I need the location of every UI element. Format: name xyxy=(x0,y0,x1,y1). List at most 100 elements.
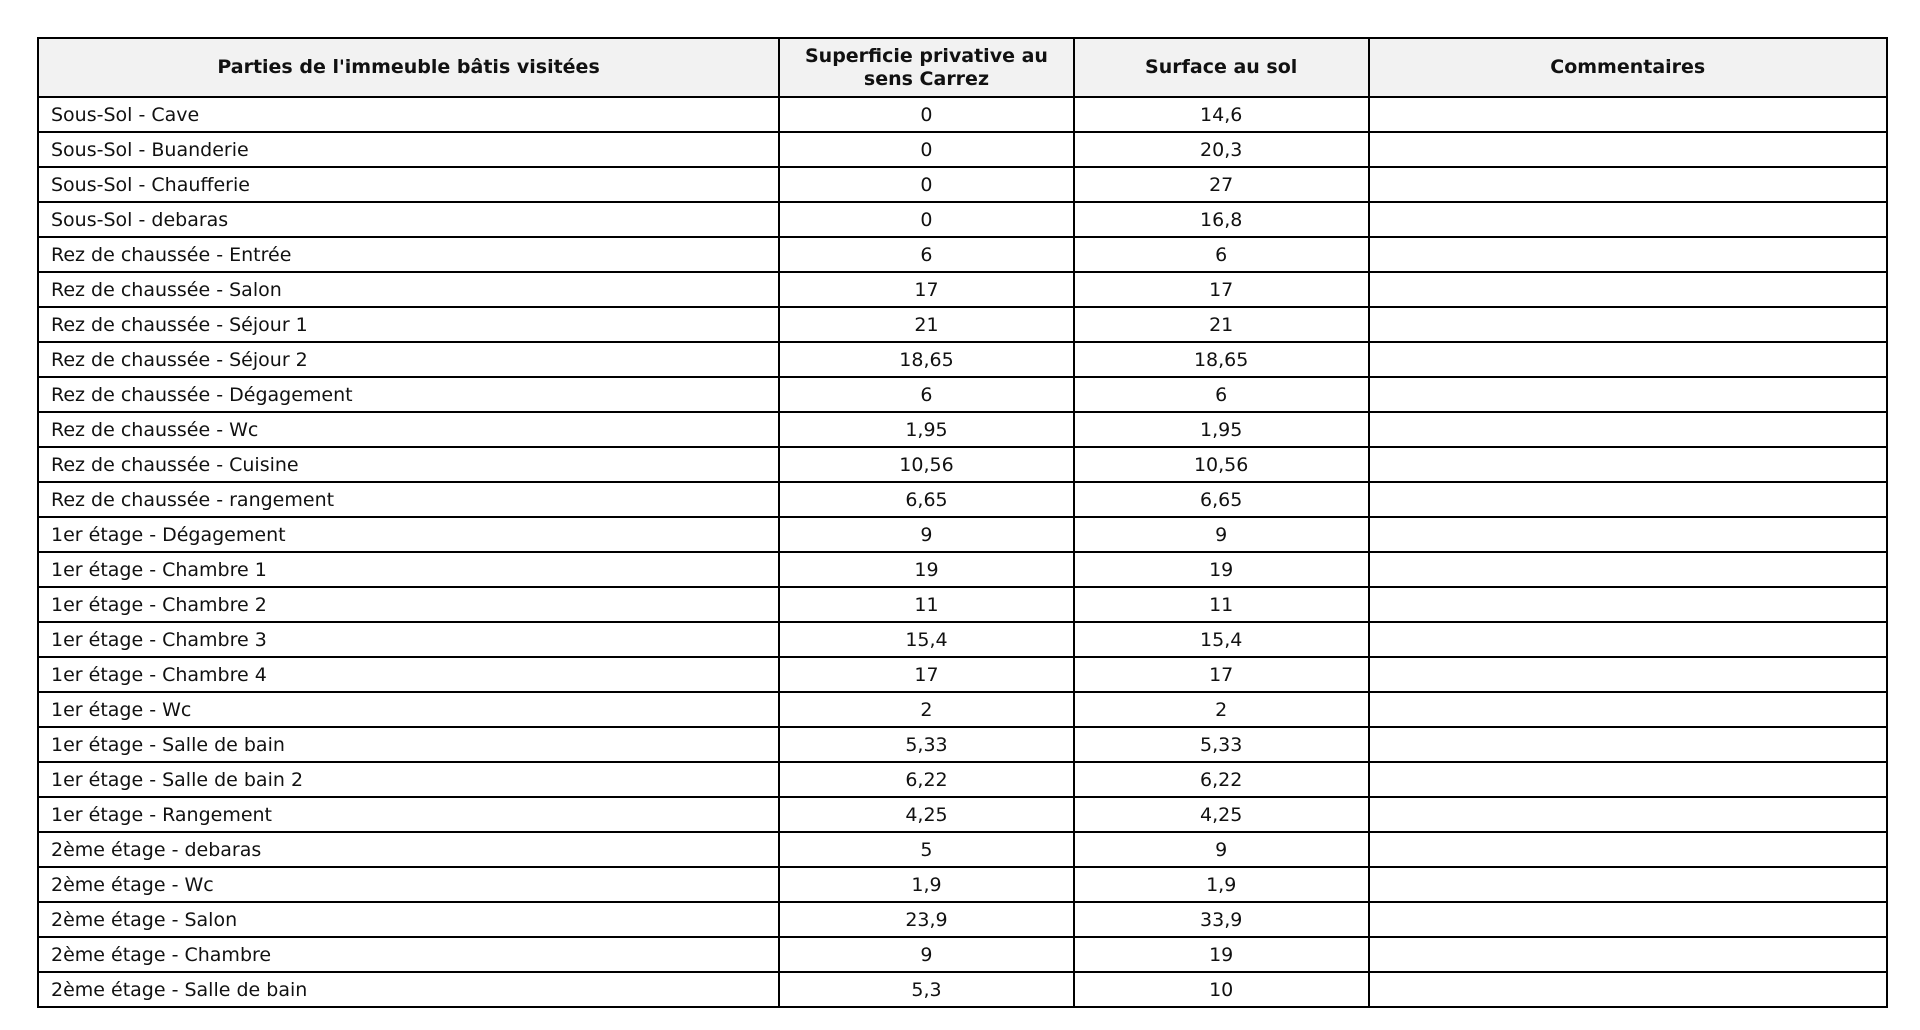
cell-surface-sol: 1,95 xyxy=(1072,411,1370,448)
cell-superficie-carrez: 6,22 xyxy=(778,761,1075,798)
table-row: Rez de chaussée - Cuisine 10,56 10,56 xyxy=(36,446,1889,483)
cell-surface-sol: 16,8 xyxy=(1072,201,1370,238)
cell-partie: 2ème étage - Wc xyxy=(36,866,781,903)
table-row: 1er étage - Rangement 4,25 4,25 xyxy=(36,796,1889,833)
cell-commentaire xyxy=(1367,271,1889,308)
cell-surface-sol: 21 xyxy=(1072,306,1370,343)
cell-commentaire xyxy=(1367,446,1889,483)
table-row: Rez de chaussée - Séjour 1 21 21 xyxy=(36,306,1889,343)
cell-surface-sol: 11 xyxy=(1072,586,1370,623)
cell-partie: 2ème étage - Chambre xyxy=(36,936,781,973)
cell-partie: 1er étage - Chambre 3 xyxy=(36,621,781,658)
cell-commentaire xyxy=(1367,761,1889,798)
cell-superficie-carrez: 1,95 xyxy=(778,411,1075,448)
cell-partie: Sous-Sol - debaras xyxy=(36,201,781,238)
cell-surface-sol: 6 xyxy=(1072,236,1370,273)
surface-table: Parties de l'immeuble bâtis visitées Sup… xyxy=(36,37,1889,1008)
cell-partie: Rez de chaussée - Séjour 2 xyxy=(36,341,781,378)
cell-superficie-carrez: 9 xyxy=(778,516,1075,553)
table-row: Sous-Sol - debaras 0 16,8 xyxy=(36,201,1889,238)
cell-superficie-carrez: 5,33 xyxy=(778,726,1075,763)
cell-commentaire xyxy=(1367,201,1889,238)
cell-surface-sol: 6,65 xyxy=(1072,481,1370,518)
cell-commentaire xyxy=(1367,481,1889,518)
table-row: Sous-Sol - Buanderie 0 20,3 xyxy=(36,131,1889,168)
header-commentaires: Commentaires xyxy=(1367,37,1889,98)
header-superficie-carrez: Superficie privative au sens Carrez xyxy=(778,37,1075,98)
cell-superficie-carrez: 11 xyxy=(778,586,1075,623)
cell-surface-sol: 6 xyxy=(1072,376,1370,413)
cell-superficie-carrez: 23,9 xyxy=(778,901,1075,938)
cell-superficie-carrez: 6 xyxy=(778,236,1075,273)
cell-partie: 1er étage - Dégagement xyxy=(36,516,781,553)
cell-commentaire xyxy=(1367,796,1889,833)
cell-surface-sol: 2 xyxy=(1072,691,1370,728)
cell-superficie-carrez: 21 xyxy=(778,306,1075,343)
cell-commentaire xyxy=(1367,621,1889,658)
cell-superficie-carrez: 0 xyxy=(778,96,1075,133)
cell-surface-sol: 15,4 xyxy=(1072,621,1370,658)
table-row: 2ème étage - Salle de bain 5,3 10 xyxy=(36,971,1889,1008)
table-row: 2ème étage - debaras 5 9 xyxy=(36,831,1889,868)
cell-surface-sol: 6,22 xyxy=(1072,761,1370,798)
table-row: Sous-Sol - Cave 0 14,6 xyxy=(36,96,1889,133)
cell-commentaire xyxy=(1367,901,1889,938)
cell-partie: 1er étage - Chambre 1 xyxy=(36,551,781,588)
cell-superficie-carrez: 19 xyxy=(778,551,1075,588)
cell-commentaire xyxy=(1367,376,1889,413)
cell-partie: 2ème étage - Salon xyxy=(36,901,781,938)
table-row: 2ème étage - Chambre 9 19 xyxy=(36,936,1889,973)
cell-partie: Rez de chaussée - Cuisine xyxy=(36,446,781,483)
cell-partie: Rez de chaussée - rangement xyxy=(36,481,781,518)
cell-partie: 2ème étage - Salle de bain xyxy=(36,971,781,1008)
cell-surface-sol: 20,3 xyxy=(1072,131,1370,168)
cell-surface-sol: 10 xyxy=(1072,971,1370,1008)
table-row: 2ème étage - Salon 23,9 33,9 xyxy=(36,901,1889,938)
cell-superficie-carrez: 4,25 xyxy=(778,796,1075,833)
cell-surface-sol: 9 xyxy=(1072,516,1370,553)
table-row: Sous-Sol - Chaufferie 0 27 xyxy=(36,166,1889,203)
cell-partie: 2ème étage - debaras xyxy=(36,831,781,868)
cell-partie: 1er étage - Salle de bain 2 xyxy=(36,761,781,798)
cell-commentaire xyxy=(1367,166,1889,203)
cell-partie: Rez de chaussée - Séjour 1 xyxy=(36,306,781,343)
cell-surface-sol: 1,9 xyxy=(1072,866,1370,903)
cell-partie: 1er étage - Rangement xyxy=(36,796,781,833)
table-row: 1er étage - Wc 2 2 xyxy=(36,691,1889,728)
table-row: Rez de chaussée - Entrée 6 6 xyxy=(36,236,1889,273)
cell-partie: Sous-Sol - Buanderie xyxy=(36,131,781,168)
cell-superficie-carrez: 10,56 xyxy=(778,446,1075,483)
cell-superficie-carrez: 15,4 xyxy=(778,621,1075,658)
table-row: 1er étage - Salle de bain 2 6,22 6,22 xyxy=(36,761,1889,798)
cell-surface-sol: 17 xyxy=(1072,656,1370,693)
cell-surface-sol: 10,56 xyxy=(1072,446,1370,483)
cell-commentaire xyxy=(1367,411,1889,448)
cell-partie: Rez de chaussée - Wc xyxy=(36,411,781,448)
cell-surface-sol: 19 xyxy=(1072,551,1370,588)
table-row: 1er étage - Chambre 4 17 17 xyxy=(36,656,1889,693)
cell-surface-sol: 17 xyxy=(1072,271,1370,308)
cell-partie: Sous-Sol - Chaufferie xyxy=(36,166,781,203)
cell-partie: 1er étage - Chambre 2 xyxy=(36,586,781,623)
cell-surface-sol: 18,65 xyxy=(1072,341,1370,378)
cell-commentaire xyxy=(1367,866,1889,903)
table-row: Rez de chaussée - Séjour 2 18,65 18,65 xyxy=(36,341,1889,378)
cell-surface-sol: 4,25 xyxy=(1072,796,1370,833)
cell-superficie-carrez: 9 xyxy=(778,936,1075,973)
table-row: 1er étage - Chambre 1 19 19 xyxy=(36,551,1889,588)
cell-superficie-carrez: 5 xyxy=(778,831,1075,868)
cell-surface-sol: 14,6 xyxy=(1072,96,1370,133)
cell-surface-sol: 19 xyxy=(1072,936,1370,973)
cell-partie: Rez de chaussée - Salon xyxy=(36,271,781,308)
table-row: Rez de chaussée - rangement 6,65 6,65 xyxy=(36,481,1889,518)
table-row: 1er étage - Chambre 2 11 11 xyxy=(36,586,1889,623)
cell-commentaire xyxy=(1367,656,1889,693)
table-row: Rez de chaussée - Dégagement 6 6 xyxy=(36,376,1889,413)
cell-commentaire xyxy=(1367,726,1889,763)
cell-commentaire xyxy=(1367,691,1889,728)
cell-commentaire xyxy=(1367,341,1889,378)
cell-superficie-carrez: 5,3 xyxy=(778,971,1075,1008)
cell-superficie-carrez: 1,9 xyxy=(778,866,1075,903)
cell-superficie-carrez: 18,65 xyxy=(778,341,1075,378)
cell-superficie-carrez: 0 xyxy=(778,201,1075,238)
